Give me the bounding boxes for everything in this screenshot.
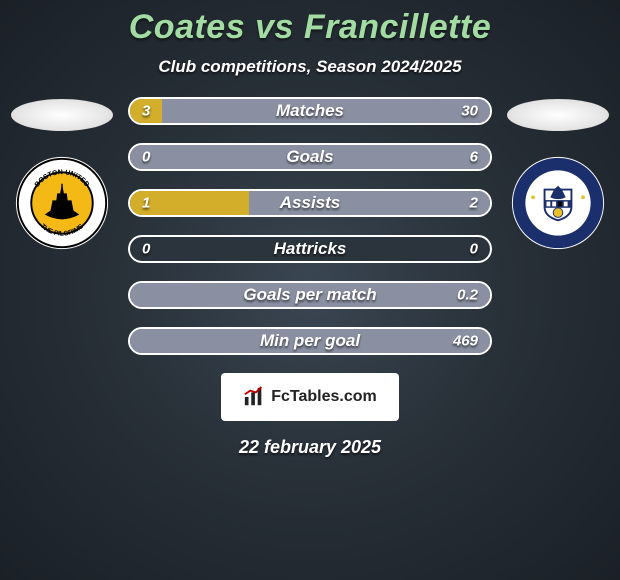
stat-value-right: 2 [470, 195, 478, 212]
stat-label: Goals [286, 147, 333, 167]
left-player-oval [11, 99, 113, 131]
logo-text: FcTables.com [271, 388, 377, 406]
stat-value-right: 6 [470, 149, 478, 166]
page-title: Coates vs Francillette [129, 8, 491, 47]
stat-label: Hattricks [274, 239, 347, 259]
stat-row: Assists 1 2 [128, 189, 492, 217]
crest-left-icon: BOSTON UNITED THE PILGRIMS [14, 155, 110, 251]
stat-label: Min per goal [260, 331, 360, 351]
stat-row: Min per goal 469 [128, 327, 492, 355]
stat-row: Hattricks 0 0 [128, 235, 492, 263]
stat-value-right: 30 [461, 103, 478, 120]
right-crest: EASTLEIGH F.C. [510, 161, 606, 245]
right-player-oval [507, 99, 609, 131]
stat-label: Matches [276, 101, 344, 121]
fctables-logo: FcTables.com [221, 373, 399, 421]
left-column: BOSTON UNITED THE PILGRIMS [2, 95, 122, 245]
stat-row: Goals 0 6 [128, 143, 492, 171]
stat-value-right: 0 [470, 241, 478, 258]
stat-value-left: 0 [142, 149, 150, 166]
stat-value-right: 469 [453, 333, 478, 350]
page-subtitle: Club competitions, Season 2024/2025 [158, 57, 461, 77]
right-column: EASTLEIGH F.C. [498, 95, 618, 245]
stat-bars: Matches330Goals06Assists12Hattricks00Goa… [122, 97, 498, 355]
stat-label: Assists [280, 193, 340, 213]
date-text: 22 february 2025 [239, 437, 381, 458]
stat-value-left: 0 [142, 241, 150, 258]
crest-right-icon: EASTLEIGH F.C. [510, 155, 606, 251]
comparison-infographic: Coates vs Francillette Club competitions… [0, 0, 620, 580]
stat-label: Goals per match [243, 285, 376, 305]
stat-value-left: 1 [142, 195, 150, 212]
stat-value-right: 0.2 [457, 287, 478, 304]
stat-value-left: 3 [142, 103, 150, 120]
stat-row: Goals per match 0.2 [128, 281, 492, 309]
bar-chart-icon [243, 386, 265, 408]
stat-row: Matches 3 30 [128, 97, 492, 125]
main-row: BOSTON UNITED THE PILGRIMS Matches 3 30 Goa… [0, 95, 620, 355]
left-crest: BOSTON UNITED THE PILGRIMS [14, 161, 110, 245]
